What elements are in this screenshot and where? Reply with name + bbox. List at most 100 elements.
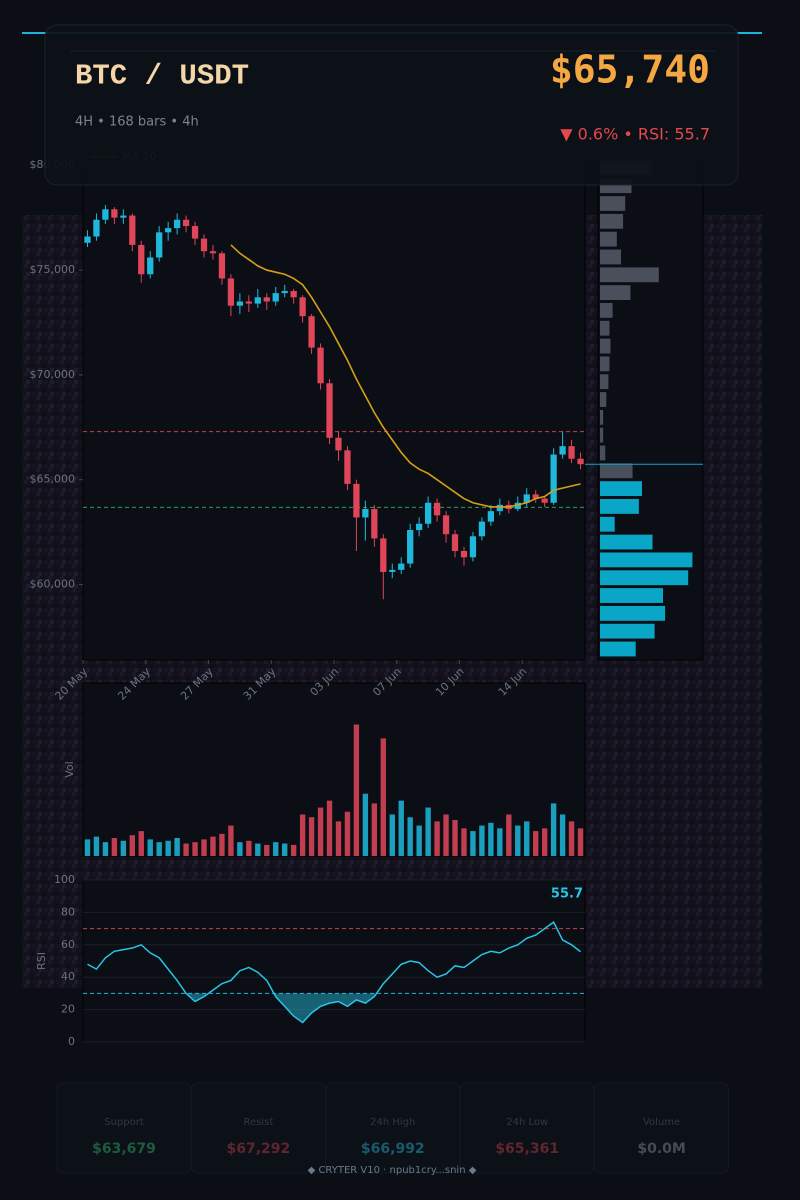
profile-bar [600, 516, 615, 532]
volume-bar [380, 738, 386, 856]
volume-bar [568, 821, 575, 856]
volume-bar [156, 842, 162, 856]
candle-body [129, 215, 136, 245]
header-price: $65,740 [550, 48, 710, 92]
candle-body [182, 219, 190, 227]
candle-body [523, 494, 530, 503]
candle-body [272, 293, 279, 302]
y-tick-label: 20 [61, 1003, 75, 1016]
y-tick-label: $65,000 [30, 473, 76, 486]
volume-bar [273, 842, 279, 856]
candle-body [344, 450, 351, 484]
volume-bar [497, 828, 503, 856]
volume-bar [102, 842, 109, 856]
profile-bar [600, 338, 611, 354]
volume-bar [506, 814, 512, 856]
y-tick-label: 0 [68, 1035, 75, 1048]
candle-body [290, 291, 297, 298]
header-subtitle: 4H • 168 bars • 4h [75, 115, 199, 130]
stat-label: Volume [643, 1117, 680, 1128]
candle-body [147, 257, 154, 275]
candle-body [380, 538, 387, 572]
volume-bar [335, 821, 342, 856]
profile-bar [600, 249, 621, 265]
candle-body [227, 278, 235, 306]
candle-body [514, 502, 521, 510]
profile-bar [600, 409, 604, 425]
volume-bar [533, 831, 539, 856]
footer: ◆ CRYTER V10 · npub1cry...snin ◆ [308, 1165, 477, 1176]
stats: Support $63,679 Resist $67,292 24h High $66,9… [56, 1082, 730, 1174]
header-change: ▼ 0.6% • RSI: 55.7 [560, 125, 710, 144]
profile-bar [600, 570, 689, 586]
candle-body [478, 521, 486, 537]
volume-bar [344, 811, 351, 856]
volume-bar [541, 828, 548, 856]
stat-card [56, 1082, 192, 1174]
profile-bar [600, 392, 607, 407]
profile-bar [600, 320, 610, 336]
stat-label: 24h Low [506, 1117, 548, 1128]
candle-body [93, 219, 100, 237]
candle-body [335, 437, 342, 451]
stat-label: 24h High [370, 1117, 415, 1128]
candle-body [407, 530, 414, 564]
volume-bar [559, 814, 566, 856]
rsi-line [87, 920, 581, 1024]
candle-body [389, 569, 396, 572]
stat-value: $63,679 [92, 1141, 156, 1157]
volume-bar [210, 836, 216, 856]
volume-bar [362, 793, 369, 856]
candle-body [550, 454, 557, 503]
volume-bar [389, 814, 395, 856]
candle-body [371, 509, 378, 539]
candle-body [451, 534, 459, 551]
volume-bar [443, 814, 449, 856]
volume-bar [353, 724, 360, 856]
profile-bar [600, 463, 633, 479]
header-title: BTC / USDT [75, 60, 249, 93]
candle-body [308, 316, 315, 348]
stat-value: $65,361 [495, 1141, 559, 1157]
profile-bar [600, 285, 631, 301]
volume-bar [299, 814, 306, 856]
stat-value: $66,992 [361, 1141, 425, 1157]
volume-bar [308, 817, 315, 856]
candle-body [111, 209, 118, 218]
y-tick-label: $75,000 [30, 263, 76, 276]
y-tick-label: 80 [61, 905, 75, 918]
stat-card [459, 1082, 595, 1174]
candle-body [568, 446, 575, 459]
candle-body [120, 215, 127, 218]
candle-body [102, 209, 109, 220]
volume-bar [282, 843, 288, 856]
candle-body [532, 494, 539, 499]
candle-body [496, 504, 503, 512]
stat-value: $0.0M [637, 1141, 685, 1157]
rsi-area [186, 993, 377, 1023]
candle-body [254, 297, 261, 304]
candle-body [362, 509, 369, 518]
volume-bar [228, 825, 234, 856]
stat-value: $67,292 [227, 1141, 291, 1157]
profile-bar [600, 196, 626, 211]
y-axis-label: RSI [35, 952, 48, 970]
volume-bar [264, 844, 270, 856]
candle-body [84, 236, 91, 243]
profile-bar [600, 267, 659, 283]
candle-body [281, 291, 288, 294]
volume-bar [138, 831, 144, 856]
profile-bar [600, 213, 624, 229]
y-tick-label: 100 [54, 873, 75, 886]
volume-bar [111, 838, 118, 856]
candle-body [191, 226, 199, 239]
volume-bar [371, 803, 378, 856]
volume-bar [93, 836, 100, 856]
price-plot [82, 159, 586, 661]
volume-bar [326, 800, 333, 856]
profile-bar [600, 481, 642, 497]
volume-bar [255, 843, 261, 856]
y-tick-label: 60 [61, 938, 75, 951]
volume-plot [82, 682, 586, 857]
stat-label: Resist [244, 1117, 274, 1128]
